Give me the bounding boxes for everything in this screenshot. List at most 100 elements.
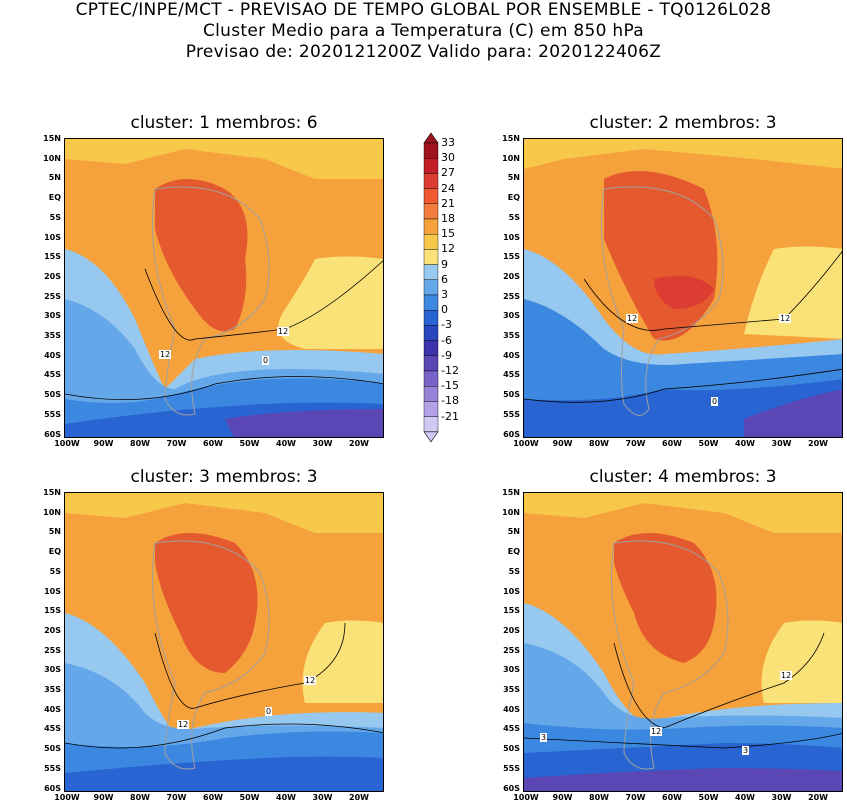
lon-tick-label: 50W [698,439,719,448]
colorbar-level-label: 27 [441,166,455,180]
lon-tick-label: 90W [552,439,573,448]
lat-tick-label: 20S [44,625,61,635]
lat-tick-label: 25S [44,645,61,655]
lat-tick-label: 20S [503,625,520,635]
lat-tick-label: 5N [48,173,61,183]
map-panel-1 [64,138,384,438]
lat-tick-label: 5S [49,212,61,222]
lon-tick-label: 100W [54,439,80,448]
lat-tick-label: 60S [44,783,61,793]
contour-label: 0 [711,397,719,406]
lat-tick-label: 35S [44,331,61,340]
lat-tick-label: 30S [503,665,520,675]
lat-tick-label: 20S [44,271,61,281]
colorbar-swatch [423,340,439,357]
lat-tick-label: 50S [503,744,520,754]
lat-tick-label: 10S [503,586,520,596]
lon-tick-label: 20W [349,793,369,802]
lat-tick-label: 5N [507,173,520,183]
lon-tick-label: 70W [625,439,646,448]
lat-tick-label: 5S [508,212,520,222]
colorbar-swatch [423,203,439,220]
temperature-map-2 [524,139,842,437]
colorbar-level-label: -3 [441,318,452,332]
colorbar-swatch [423,218,439,235]
lat-tick-label: 5N [48,527,61,537]
lat-tick-label: 10S [44,586,61,596]
colorbar-level-label: -21 [441,409,459,423]
lon-tick-label: 30W [771,439,792,448]
lat-tick-label: EQ [48,547,61,557]
lat-tick-label: 40S [503,350,520,360]
colorbar-swatch [423,188,439,204]
colorbar-level-label: -6 [441,333,452,347]
colorbar-top-arrow [423,132,439,144]
lat-tick-label: 50S [44,390,61,400]
lat-tick-label: 35S [503,685,520,694]
contour-label: 12 [159,350,172,359]
lon-tick-label: 40W [276,439,296,448]
lon-tick-label: 40W [276,793,296,802]
lat-tick-label: 10S [503,232,520,242]
colorbar-level-label: 15 [441,227,455,241]
panel-2-title: cluster: 2 membros: 3 [589,113,777,133]
lat-tick-label: 15N [502,488,520,497]
colorbar-level-label: 18 [441,212,455,225]
colorbar-bottom-arrow [423,431,439,443]
lat-tick-label: 5S [49,566,61,576]
contour-label: 12 [780,671,793,680]
lat-tick-label: 10S [44,232,61,242]
lat-tick-label: 45S [503,370,520,380]
contour-label: 12 [277,327,290,336]
colorbar-level-label: -18 [441,394,459,408]
colorbar-level-label: -9 [441,348,452,362]
lon-tick-label: 60W [662,439,682,448]
lat-tick-label: 5N [507,527,520,537]
lat-tick-label: 45S [44,724,61,734]
lat-tick-label: 40S [44,350,61,360]
colorbar-level-label: 21 [441,196,455,210]
map-panel-2 [523,138,843,438]
colorbar [423,132,439,443]
lon-tick-label: 50W [239,439,260,448]
colorbar-swatch [423,294,439,311]
lat-tick-label: 35S [44,685,61,694]
lon-tick-label: 80W [130,793,150,802]
contour-label: 0 [262,356,270,365]
lon-tick-label: 30W [312,793,333,802]
colorbar-swatch [423,416,439,433]
lon-tick-label: 80W [130,439,150,448]
contour-label: 12 [177,720,190,729]
colorbar-level-label: 6 [441,272,448,286]
lat-tick-label: 30S [503,311,520,321]
colorbar-swatch [423,355,439,372]
contour-label: 0 [265,707,273,716]
main-title: CPTEC/INPE/MCT - PREVISAO DE TEMPO GLOBA… [75,0,772,20]
contour-label: 12 [304,676,317,685]
lon-tick-label: 60W [662,793,682,802]
lat-tick-label: EQ [48,193,61,203]
panel-4-title: cluster: 4 membros: 3 [589,467,777,487]
lon-tick-label: 90W [93,439,114,448]
lon-tick-label: 70W [625,793,646,802]
lat-tick-label: 55S [503,763,520,773]
lon-tick-label: 100W [54,793,80,802]
temperature-map-4 [524,493,842,791]
subtitle-dates: Previsao de: 2020121200Z Valido para: 20… [185,42,662,62]
lat-tick-label: 55S [44,763,61,773]
lat-tick-label: 30S [44,311,61,321]
colorbar-swatch [423,158,439,174]
lat-tick-label: 25S [44,291,61,301]
lat-tick-label: 10N [502,507,520,517]
colorbar-swatch [423,249,439,265]
lon-tick-label: 100W [513,793,539,802]
colorbar-level-label: 9 [441,257,448,271]
colorbar-swatch [423,279,439,296]
contour-label: 12 [626,314,639,323]
lat-tick-label: 25S [503,645,520,655]
lat-tick-label: EQ [507,547,520,557]
colorbar-level-label: 24 [441,181,455,195]
lat-tick-label: EQ [507,193,520,203]
colorbar-swatch [423,142,439,159]
colorbar-swatch [423,385,439,402]
